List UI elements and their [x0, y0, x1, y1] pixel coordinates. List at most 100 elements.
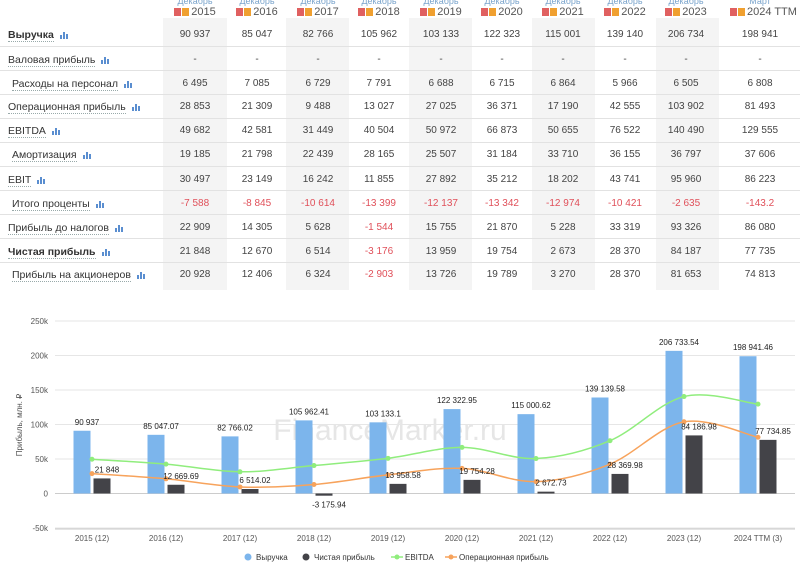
row-label-text[interactable]: Прибыль до налогов: [8, 222, 109, 235]
column-header[interactable]: Декабрь 2021: [533, 0, 593, 19]
financial-chart: FinanceMarker.ru-50k050k100k150k200k250k…: [15, 317, 795, 562]
row-label[interactable]: Прибыль до налогов: [8, 221, 124, 235]
chart-icon[interactable]: [59, 31, 69, 39]
row-label-text[interactable]: Итого проценты: [12, 198, 90, 211]
row-label-text[interactable]: Валовая прибыль: [8, 54, 96, 67]
net-profit-data-label: 28 369.98: [607, 461, 643, 470]
row-label[interactable]: Операционная прибыль: [8, 100, 141, 114]
revenue-bar: [517, 414, 535, 494]
row-label[interactable]: Валовая прибыль: [8, 53, 110, 67]
column-period[interactable]: Декабрь: [484, 0, 520, 6]
column-header[interactable]: Декабрь 2023: [656, 0, 716, 19]
row-label[interactable]: Расходы на персонал: [12, 77, 133, 91]
legend-label[interactable]: Выручка: [256, 553, 288, 562]
row-label[interactable]: Итого проценты: [12, 197, 105, 211]
excel-report-icon[interactable]: [428, 8, 436, 16]
chart-icon[interactable]: [95, 200, 105, 208]
row-label-text[interactable]: Расходы на персонал: [12, 78, 118, 91]
column-period[interactable]: Март: [749, 0, 771, 6]
table-cell: 84 187: [670, 246, 702, 257]
column-header[interactable]: Декабрь 2016: [227, 0, 287, 19]
table-cell: 76 522: [609, 125, 641, 136]
chart-icon[interactable]: [131, 103, 141, 111]
legend-label[interactable]: Операционная прибыль: [459, 553, 549, 562]
chart-icon[interactable]: [136, 271, 146, 279]
excel-report-icon[interactable]: [366, 8, 374, 16]
row-label-text[interactable]: EBIT: [8, 174, 32, 187]
column-header[interactable]: Декабрь 2018: [349, 0, 409, 19]
pdf-report-icon[interactable]: [730, 8, 737, 16]
net-profit-bar: [759, 439, 777, 494]
row-label-text[interactable]: Амортизация: [12, 149, 77, 162]
pdf-report-icon[interactable]: [542, 8, 550, 16]
legend-marker: [394, 554, 400, 560]
table-cell: 37 606: [744, 149, 776, 160]
chart-icon[interactable]: [114, 224, 124, 232]
excel-report-icon[interactable]: [673, 8, 681, 16]
column-period[interactable]: Декабрь: [668, 0, 704, 6]
chart-icon[interactable]: [51, 127, 61, 135]
row-label[interactable]: Чистая прибыль: [8, 245, 111, 259]
chart-icon[interactable]: [101, 56, 110, 64]
table-cell: 22 909: [179, 222, 211, 233]
column-header[interactable]: Декабрь 2019: [411, 0, 471, 19]
row-label[interactable]: EBIT: [8, 173, 46, 187]
revenue-bar: [369, 422, 387, 494]
column-period[interactable]: Декабрь: [607, 0, 643, 6]
legend-label[interactable]: EBITDA: [405, 553, 435, 562]
operating-profit-point: [607, 461, 613, 467]
chart-icon[interactable]: [101, 248, 111, 256]
pdf-report-icon[interactable]: [604, 8, 612, 16]
excel-report-icon[interactable]: [550, 8, 558, 16]
excel-report-icon[interactable]: [182, 8, 190, 16]
row-label[interactable]: Выручка: [8, 28, 69, 42]
table-cell: 13 959: [425, 246, 457, 257]
excel-report-icon[interactable]: [489, 8, 497, 16]
column-period[interactable]: Декабрь: [545, 0, 581, 6]
chart-icon[interactable]: [37, 176, 46, 184]
revenue-data-label: 82 766.02: [217, 423, 253, 432]
chart-icon[interactable]: [123, 80, 133, 88]
table-cell: -: [684, 54, 688, 65]
column-period[interactable]: Декабрь: [239, 0, 275, 6]
table-cell: 33 319: [609, 222, 641, 233]
pdf-report-icon[interactable]: [174, 8, 182, 16]
excel-report-icon[interactable]: [305, 8, 313, 16]
table-cell: 103 133: [422, 29, 460, 40]
row-label-text[interactable]: Операционная прибыль: [8, 101, 126, 114]
excel-report-icon[interactable]: [612, 8, 620, 16]
column-period[interactable]: Декабрь: [300, 0, 336, 6]
table-cell: -13 399: [362, 198, 396, 209]
pdf-report-icon[interactable]: [236, 8, 244, 16]
legend-label[interactable]: Чистая прибыль: [314, 553, 375, 562]
column-period[interactable]: Декабрь: [423, 0, 459, 6]
row-label-text[interactable]: Прибыль на акционеров: [12, 269, 131, 282]
table-cell: -1 544: [364, 222, 394, 233]
column-shade: [163, 18, 227, 290]
pdf-report-icon[interactable]: [420, 8, 428, 16]
row-label-text[interactable]: EBITDA: [8, 125, 46, 138]
pdf-report-icon[interactable]: [297, 8, 305, 16]
row-label-text[interactable]: Выручка: [8, 29, 54, 42]
column-header[interactable]: Декабрь 2022: [595, 0, 655, 19]
row-label[interactable]: EBITDA: [8, 124, 61, 138]
column-period[interactable]: Декабрь: [361, 0, 397, 6]
row-label-text[interactable]: Чистая прибыль: [8, 246, 96, 259]
table-cell: 6 688: [428, 78, 454, 89]
column-header[interactable]: Март 2024 TTM: [730, 0, 797, 19]
excel-report-icon[interactable]: [738, 8, 745, 16]
pdf-report-icon[interactable]: [481, 8, 489, 16]
chart-icon[interactable]: [82, 151, 92, 159]
table-cell: 139 140: [606, 29, 644, 40]
column-header[interactable]: Декабрь 2017: [288, 0, 348, 19]
column-header[interactable]: Декабрь 2020: [472, 0, 532, 19]
net-profit-data-label: -3 175.94: [312, 501, 346, 510]
column-period[interactable]: Декабрь: [177, 0, 213, 6]
table-cell: 5 966: [612, 78, 638, 89]
excel-report-icon[interactable]: [244, 8, 252, 16]
pdf-report-icon[interactable]: [358, 8, 366, 16]
column-header[interactable]: Декабрь 2015: [165, 0, 225, 19]
row-label[interactable]: Прибыль на акционеров: [12, 268, 146, 282]
row-label[interactable]: Амортизация: [12, 148, 92, 162]
pdf-report-icon[interactable]: [665, 8, 673, 16]
